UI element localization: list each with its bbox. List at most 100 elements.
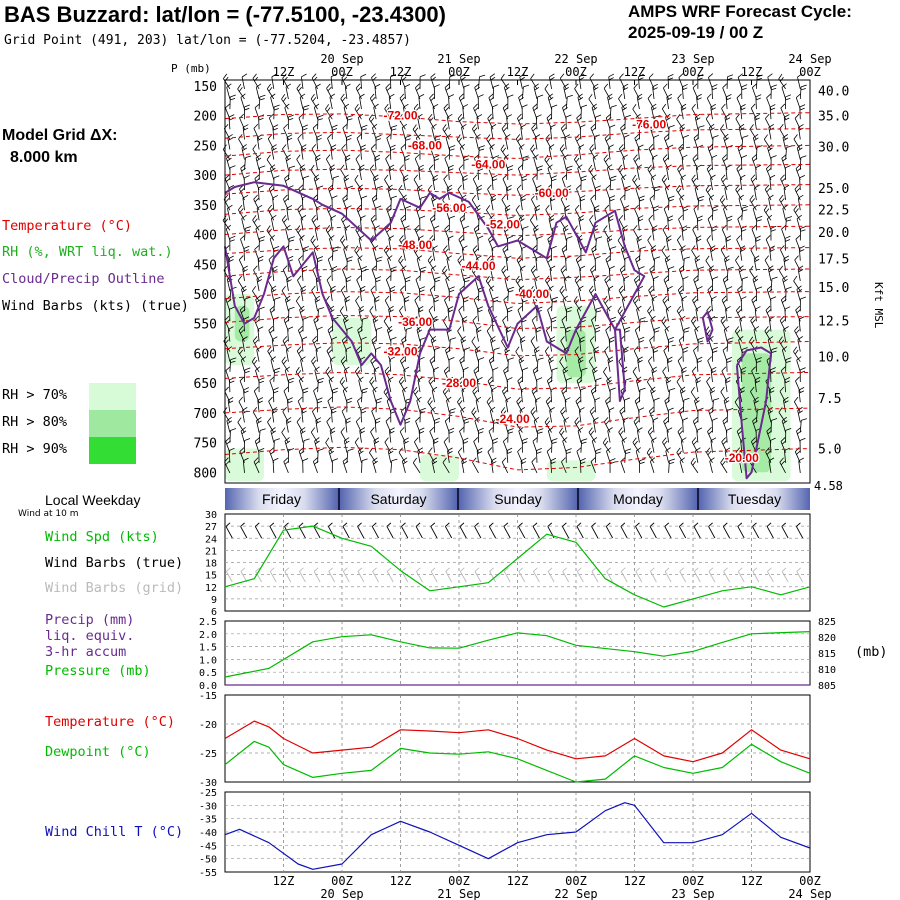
barb-staff [341,219,348,231]
barb-staff [296,159,304,171]
barb-staff [326,88,333,100]
barb-staff [344,86,348,100]
barb-flag [331,336,338,340]
barb-flag [270,309,276,313]
barb-flag [331,407,337,411]
barb-flag [284,198,289,203]
barb-staff [238,330,245,342]
barb-flag [295,296,300,302]
barb-staff [302,440,305,453]
barb-flag [330,215,337,219]
wind-barb-215 [297,275,304,292]
barb-staff [272,268,275,281]
barb-flag [228,259,234,263]
barb-flag [228,255,234,260]
barb-flag [314,295,321,300]
wind-barb-197 [299,93,306,110]
rh-region-7 [741,353,771,473]
barb-staff [229,238,231,251]
barb-flag [329,235,335,240]
wind-barb-182 [282,336,289,352]
barb-flag [256,420,262,424]
wind-barb-209 [300,215,307,231]
barb-flag [342,359,347,365]
barb-flag [268,86,273,92]
barb-flag [301,73,307,78]
wind-barb-277 [328,113,334,130]
barb-flag [340,164,345,170]
barb-flag [340,285,346,291]
barb-staff [300,218,304,231]
barb-flag [284,174,290,179]
barb-flag [238,326,244,331]
barb-flag [708,73,714,78]
barb-staff [340,240,348,251]
barb-staff [328,380,333,393]
barb-flag [244,367,251,371]
wind-barb-184 [281,356,289,373]
barb-flag [316,205,322,209]
barb-flag [243,316,250,320]
barb-flag [330,356,336,361]
barb-flag [314,319,320,324]
wind-barb-52 [237,204,245,221]
barb-staff [340,360,348,372]
barb-staff [229,430,231,443]
wind-barb-176 [286,275,292,292]
wind-barb-130 [267,204,275,221]
barb-flag [281,285,286,291]
barb-flag [299,305,305,310]
barb-staff [241,147,245,160]
wind-barb-195 [301,73,307,89]
wind-barb-131 [270,214,277,231]
barb-flag [273,387,279,391]
barb-flag [318,377,325,381]
barb-flag [223,73,228,79]
barb-flag [269,208,274,213]
barb-staff [295,300,304,312]
barb-flag [300,215,307,219]
wind-barb-57 [238,255,245,271]
barb-staff [329,359,333,372]
barb-flag [285,440,291,445]
barb-flag [256,275,263,280]
barb-flag [283,339,289,344]
barb-flag [230,428,237,431]
wind-barb-77 [242,457,249,473]
barb-staff [313,178,318,191]
barb-flag [333,175,339,179]
wind-barb-35 [229,428,237,443]
wind-barb-318 [345,134,352,150]
barb-staff [316,137,318,150]
barb-staff [228,450,231,463]
wind-barb-300 [326,346,333,362]
barb-flag [343,174,349,179]
barb-flag [326,275,332,281]
barb-flag [268,349,273,355]
barb-staff [299,430,304,443]
wind-barb-320 [344,154,351,170]
barb-flag [347,185,354,189]
barb-flag [296,83,301,89]
wind-barb-42 [244,104,250,120]
barb-flag [285,83,292,88]
barb-staff [242,460,245,473]
barb-flag [271,407,278,411]
barb-staff [271,410,275,423]
barb-flag [259,94,266,98]
wind-barb-203 [296,154,304,171]
barb-flag [274,371,280,374]
barb-staff [346,187,348,201]
barb-staff [226,349,231,362]
barb-flag [346,134,352,138]
barb-flag [316,134,323,138]
barb-staff [315,278,318,292]
barb-flag [281,427,286,433]
barb-flag [316,397,323,401]
barb-flag [560,73,565,79]
barb-flag [300,427,306,432]
wind-barb-261 [315,346,322,362]
barb-flag [258,377,265,381]
barb-flag [273,104,280,108]
barb-staff [258,430,261,443]
